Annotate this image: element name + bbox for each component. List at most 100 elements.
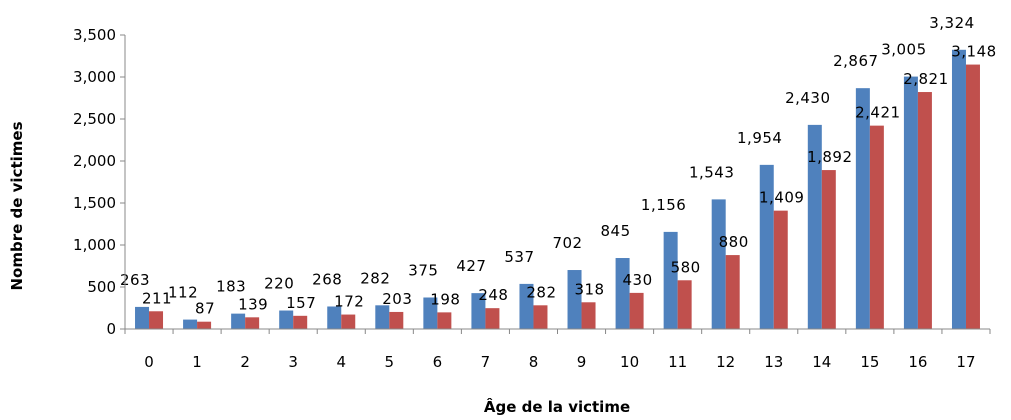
data-label-series-1: 537: [504, 248, 534, 266]
data-label-series-2: 2,821: [903, 70, 948, 88]
bar-series-1: [567, 270, 582, 329]
y-axis-title: Nombre de victimes: [8, 121, 26, 290]
data-label-series-1: 1,954: [737, 129, 782, 147]
bar-series-2: [389, 311, 404, 329]
bar-series-2: [965, 64, 980, 330]
data-label-series-1: 2,430: [785, 89, 830, 107]
data-label-series-2: 430: [623, 271, 653, 289]
bar-series-2: [821, 170, 836, 329]
y-tick-label: 1,000: [73, 236, 116, 254]
data-label-series-2: 318: [574, 280, 604, 298]
data-label-series-2: 880: [719, 233, 749, 251]
bar-series-1: [711, 199, 726, 329]
x-tick-label: 7: [481, 353, 491, 371]
bar-series-1: [759, 164, 774, 329]
data-label-series-2: 211: [142, 289, 172, 307]
x-tick-label: 0: [144, 353, 154, 371]
x-tick-label: 11: [668, 353, 687, 371]
data-label-series-2: 248: [478, 286, 508, 304]
data-label-series-1: 702: [552, 234, 582, 252]
bar-series-1: [183, 319, 198, 329]
y-tick-label: 500: [87, 278, 116, 296]
data-label-series-2: 2,421: [855, 104, 900, 122]
data-label-series-2: 1,892: [807, 148, 852, 166]
bar-series-2: [725, 255, 740, 329]
bar-series-2: [293, 315, 308, 329]
data-label-series-2: 282: [526, 283, 556, 301]
x-tick-label: 5: [385, 353, 395, 371]
y-axis-ticks: 0 500 1,000 1,500 2,000 2,500 3,000 3,500: [73, 26, 125, 338]
bar-series-1: [423, 297, 438, 329]
bar-series-2: [677, 280, 692, 329]
y-tick-label: 1,500: [73, 194, 116, 212]
x-tick-label: 3: [288, 353, 298, 371]
bar-series-1: [471, 293, 486, 329]
x-tick-label: 13: [764, 353, 783, 371]
x-tick-label: 6: [433, 353, 443, 371]
data-label-series-2: 87: [195, 300, 215, 318]
bar-series-2: [485, 308, 500, 329]
data-label-series-1: 183: [216, 278, 246, 296]
y-tick-label: 2,000: [73, 152, 116, 170]
bar-series-2: [149, 311, 164, 329]
bar-series-2: [773, 210, 788, 329]
y-tick-label: 3,000: [73, 68, 116, 86]
x-tick-label: 15: [860, 353, 879, 371]
bar-series-1: [279, 310, 294, 329]
x-tick-label: 14: [812, 353, 831, 371]
bar-series-1: [231, 313, 246, 329]
data-label-series-1: 1,543: [689, 163, 734, 181]
data-label-series-2: 139: [238, 295, 268, 313]
y-tick-label: 2,500: [73, 110, 116, 128]
data-label-series-1: 282: [360, 269, 390, 287]
bar-series-2: [197, 321, 212, 329]
bar-series-2: [917, 92, 932, 329]
data-label-series-1: 220: [264, 275, 294, 293]
bar-series-1: [375, 305, 390, 329]
data-label-series-1: 112: [168, 284, 198, 302]
y-tick-label: 3,500: [73, 26, 116, 44]
x-tick-label: 1: [192, 353, 202, 371]
bar-series-2: [629, 292, 644, 329]
bar-series-1: [327, 306, 342, 329]
data-label-series-2: 3,148: [951, 43, 996, 61]
data-label-series-1: 2,867: [833, 52, 878, 70]
bar-series-2: [341, 314, 356, 329]
x-tick-label: 9: [577, 353, 587, 371]
data-label-series-2: 203: [382, 290, 412, 308]
data-label-series-1: 1,156: [641, 196, 686, 214]
data-label-series-1: 427: [456, 257, 486, 275]
data-label-series-2: 172: [334, 293, 364, 311]
bar-series-2: [245, 317, 260, 329]
y-tick-label: 0: [106, 320, 116, 338]
x-tick-label: 4: [336, 353, 346, 371]
data-label-series-1: 3,005: [881, 41, 926, 59]
x-tick-label: 16: [908, 353, 927, 371]
bar-series-1: [951, 49, 966, 330]
x-tick-label: 8: [529, 353, 539, 371]
data-label-series-2: 157: [286, 294, 316, 312]
bar-series-1: [807, 124, 822, 329]
data-label-series-2: 1,409: [759, 189, 804, 207]
x-tick-label: 10: [620, 353, 639, 371]
x-axis: 0 1 2 3 4 5 6 7 8 9 10 11 12 13 14 15 16 17: [124, 328, 991, 371]
data-label-series-1: 375: [408, 262, 438, 280]
data-label-series-1: 845: [601, 222, 631, 240]
bar-series-1: [855, 88, 870, 329]
bar-series-2: [581, 302, 596, 329]
x-tick-label: 12: [716, 353, 735, 371]
bar-series-2: [869, 125, 884, 329]
data-label-series-1: 3,324: [929, 14, 974, 32]
data-label-series-1: 263: [120, 271, 150, 289]
bar-series-2: [437, 312, 452, 329]
x-tick-label: 17: [956, 353, 975, 371]
bar-series-1: [903, 76, 918, 329]
x-axis-title: Âge de la victime: [484, 397, 630, 416]
x-tick-label: 2: [240, 353, 250, 371]
bar-series-1: [615, 258, 630, 329]
bar-series-1: [519, 283, 534, 329]
data-label-series-1: 268: [312, 270, 342, 288]
bars: [135, 49, 980, 330]
